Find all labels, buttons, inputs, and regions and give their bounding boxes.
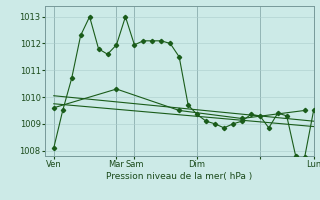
X-axis label: Pression niveau de la mer( hPa ): Pression niveau de la mer( hPa ) <box>106 172 252 181</box>
